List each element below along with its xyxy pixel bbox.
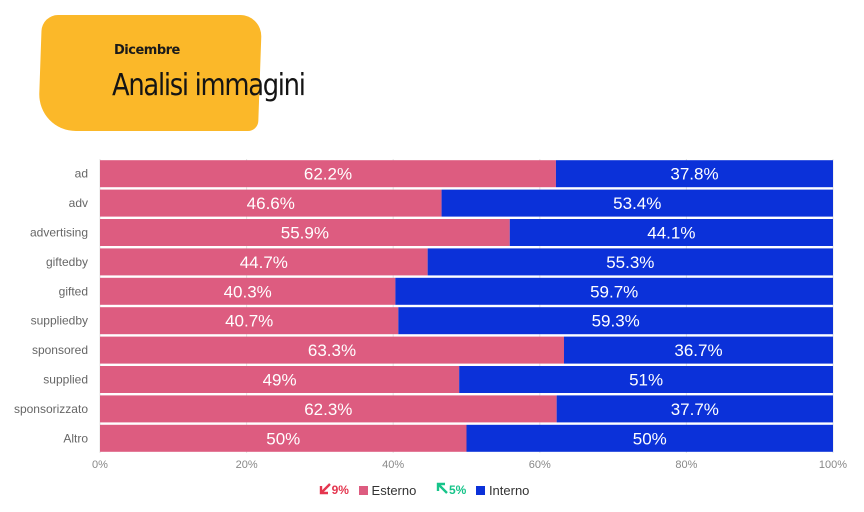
category-label: sponsored [32, 343, 88, 357]
data-label: 49% [263, 371, 297, 390]
page-title: Analisi immagini [112, 68, 306, 103]
data-label: 59.3% [592, 312, 640, 331]
chart-legend: 9% Esterno 5% Interno [0, 481, 864, 498]
data-label: 36.7% [674, 341, 722, 360]
bar-segment [466, 424, 833, 452]
x-tick-label: 20% [236, 459, 258, 471]
data-label: 62.3% [304, 400, 352, 419]
x-tick-label: 100% [819, 459, 847, 471]
data-label: 50% [266, 429, 300, 448]
arrow-up-left-icon [436, 482, 448, 494]
bar-segment [100, 219, 510, 246]
category-label: Altro [63, 431, 88, 445]
data-label: 50% [633, 429, 667, 448]
data-label: 40.3% [224, 282, 272, 301]
bar-segment [100, 160, 556, 188]
legend-label-esterno: Esterno [371, 482, 417, 498]
bar-segment [459, 366, 833, 393]
legend-esterno-change: 9% [319, 482, 349, 497]
bar-segment [395, 277, 833, 305]
x-tick-label: 80% [675, 459, 697, 471]
bar-segment [398, 307, 833, 335]
data-label: 44.7% [240, 253, 288, 272]
legend-label-interno: Interno [488, 482, 530, 498]
data-label: 40.7% [225, 312, 273, 331]
legend-item-esterno[interactable]: Esterno [358, 482, 417, 498]
category-label: ad [75, 167, 88, 181]
data-label: 55.3% [606, 253, 654, 272]
legend-esterno-change-value: 9% [331, 482, 349, 497]
bar-segment [100, 395, 557, 423]
bar-segment [555, 160, 833, 188]
bar-segment [100, 248, 428, 276]
legend-item-interno[interactable]: Interno [475, 482, 530, 498]
category-label: adv [69, 196, 88, 210]
arrow-down-left-icon [319, 483, 331, 495]
legend-interno-change: 5% [436, 482, 466, 497]
category-label: suppliedby [31, 314, 88, 328]
data-label: 62.2% [304, 165, 352, 184]
category-label: sponsorizzato [14, 402, 88, 416]
data-label: 53.4% [613, 194, 661, 213]
category-label: advertising [30, 226, 88, 240]
data-label: 63.3% [308, 341, 356, 360]
data-label: 37.7% [671, 400, 719, 419]
category-label: gifted [59, 284, 88, 298]
x-tick-label: 40% [382, 459, 404, 471]
stacked-bar-chart: 0% 20% 40% 60% 80% 100% ad 62.2% 37.8% adv 46.6% 53… [14, 159, 847, 471]
bar-segment [441, 189, 833, 217]
category-label: supplied [43, 373, 88, 387]
bar-segment [100, 336, 564, 364]
bar-segment [556, 395, 833, 423]
bar-segment [100, 189, 442, 217]
legend-swatch-interno [475, 485, 485, 495]
legend-interno-change-value: 5% [448, 482, 467, 497]
bar-segment [427, 248, 833, 276]
data-label: 46.6% [247, 194, 295, 213]
data-label: 51% [629, 371, 663, 390]
x-tick-label: 60% [529, 459, 551, 471]
bar-segment [563, 336, 833, 364]
category-label: giftedby [46, 255, 88, 269]
data-label: 44.1% [647, 224, 695, 243]
bar-segment [509, 219, 833, 246]
page-subtitle: Dicembre [114, 43, 180, 58]
data-label: 55.9% [281, 224, 329, 243]
bar-segment [100, 307, 399, 335]
bar-segment [100, 277, 396, 305]
data-label: 37.8% [670, 165, 718, 184]
x-tick-label: 0% [92, 459, 108, 471]
data-label: 59.7% [590, 282, 638, 301]
legend-swatch-esterno [358, 485, 368, 495]
bar-segment [100, 366, 460, 393]
bar-segment [100, 424, 467, 452]
